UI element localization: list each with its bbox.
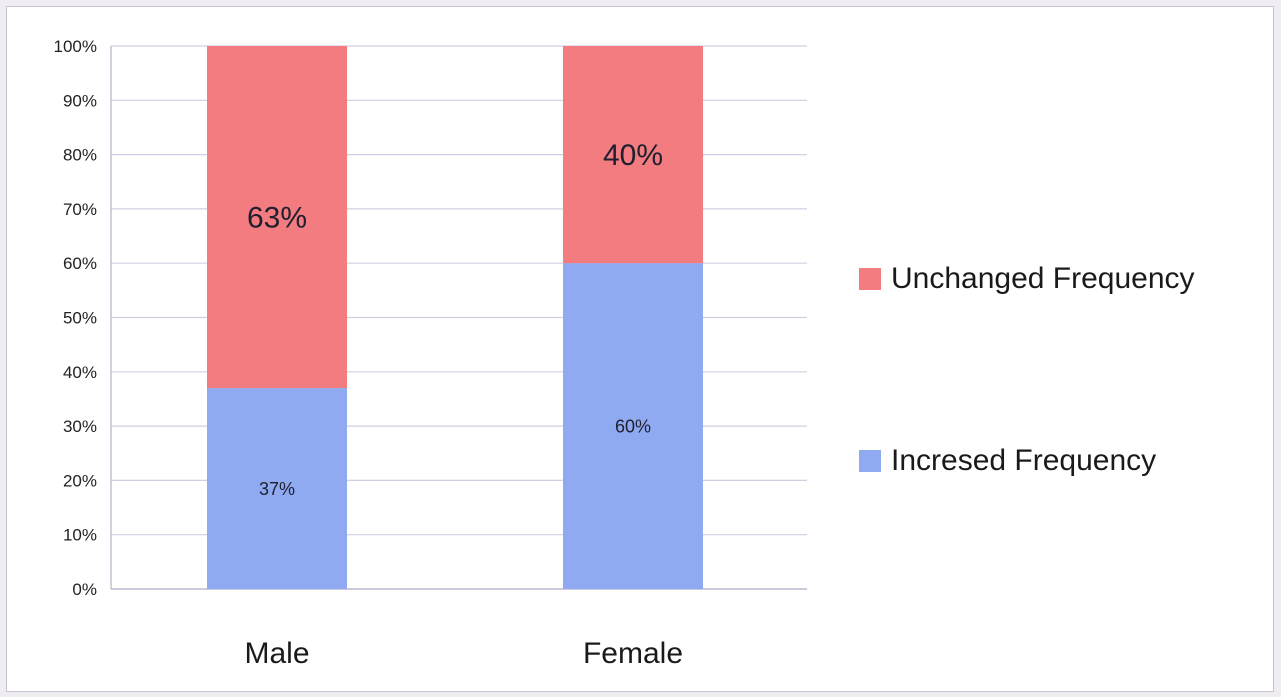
category-label-female: Female bbox=[583, 637, 683, 670]
data-label-male-increased: 37% bbox=[259, 479, 295, 499]
legend-swatch bbox=[859, 450, 881, 472]
y-tick-label: 70% bbox=[63, 200, 97, 219]
y-tick-label: 30% bbox=[63, 417, 97, 436]
chart-frame: 0% 10% 20% 30% 40% 50% 60% 70% 80% 90% 100% 37% 63% M… bbox=[6, 6, 1274, 692]
stacked-bar-chart: 0% 10% 20% 30% 40% 50% 60% 70% 80% 90% 100% 37% 63% M… bbox=[54, 37, 1195, 670]
legend-label: Unchanged Frequency bbox=[891, 262, 1195, 295]
bar-male-increased bbox=[207, 388, 347, 589]
y-tick-label: 50% bbox=[63, 309, 97, 328]
data-label-female-unchanged: 40% bbox=[603, 139, 663, 172]
bar-male-unchanged bbox=[207, 46, 347, 389]
y-tick-label: 0% bbox=[72, 580, 97, 599]
y-tick-label: 80% bbox=[63, 146, 97, 165]
data-label-male-unchanged: 63% bbox=[247, 202, 307, 235]
data-label-female-increased: 60% bbox=[615, 416, 651, 436]
y-tick-label: 20% bbox=[63, 471, 97, 490]
legend-swatch bbox=[859, 268, 881, 290]
y-tick-label: 60% bbox=[63, 254, 97, 273]
y-tick-label: 40% bbox=[63, 363, 97, 382]
y-tick-label: 90% bbox=[63, 91, 97, 110]
category-label-male: Male bbox=[244, 637, 309, 670]
legend-label: Incresed Frequency bbox=[891, 444, 1156, 477]
y-tick-label: 10% bbox=[63, 526, 97, 545]
y-tick-label: 100% bbox=[54, 37, 97, 56]
bar-female-unchanged bbox=[563, 46, 703, 264]
bar-female-increased bbox=[563, 263, 703, 589]
